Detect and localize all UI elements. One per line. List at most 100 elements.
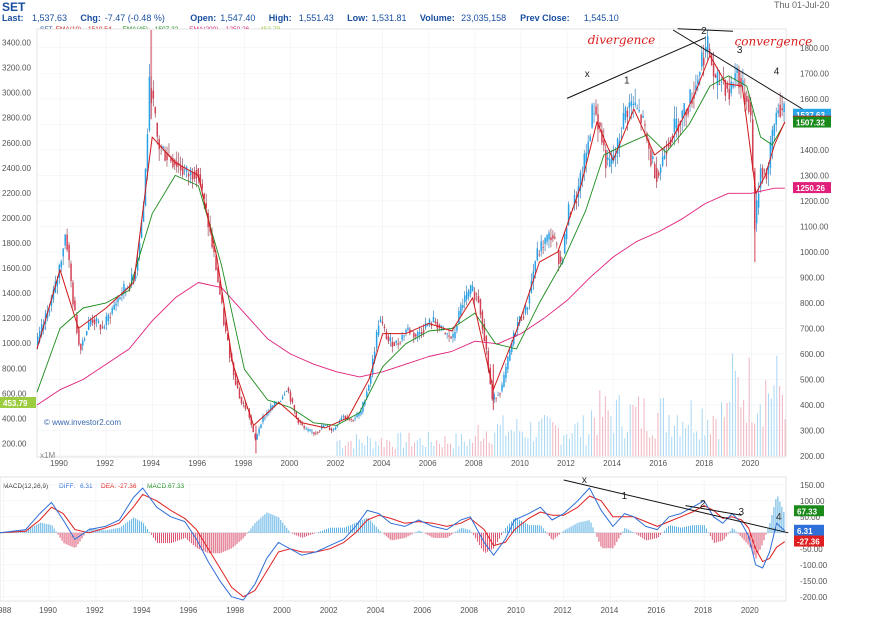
macd-hist-bar xyxy=(300,532,302,538)
macd-hist-bar xyxy=(682,527,683,533)
macd-hist-bar xyxy=(99,529,101,533)
volume-bar xyxy=(654,438,656,456)
macd-hist-bar xyxy=(501,532,502,536)
volume-bar xyxy=(668,415,670,456)
macd-hist-bar xyxy=(43,523,45,533)
macd-hist-bar xyxy=(35,524,37,533)
volume-bar xyxy=(743,399,745,456)
candle xyxy=(644,124,646,126)
macd-hist-bar xyxy=(550,532,552,539)
volume-bar xyxy=(538,421,540,456)
macd-annotation-label: 3 xyxy=(739,507,745,518)
macd-hist-bar xyxy=(514,517,516,533)
candle xyxy=(40,324,43,336)
macd-hist-bar xyxy=(491,532,493,550)
macd-badges: 67.33 6.31 -27.36 xyxy=(794,505,824,547)
volume-bar xyxy=(665,432,667,456)
macd-hist-bar xyxy=(186,532,188,540)
candle xyxy=(418,332,421,335)
candle xyxy=(752,119,754,171)
candle xyxy=(285,391,288,392)
candle xyxy=(716,71,719,86)
volume-bar xyxy=(737,377,739,456)
volume-bar xyxy=(491,443,493,456)
macd-hist-bar xyxy=(614,532,616,546)
volume-bar xyxy=(779,386,781,456)
volume-bar xyxy=(375,441,377,456)
candle xyxy=(68,244,70,261)
candle xyxy=(170,156,172,162)
ema10-line xyxy=(36,55,786,429)
volume-bar xyxy=(530,422,532,456)
macd-hist-bar xyxy=(260,517,262,533)
candle xyxy=(567,204,570,225)
price-candles xyxy=(37,30,785,454)
macd-panel xyxy=(0,476,787,602)
macd-hist-bar xyxy=(308,532,310,536)
macd-hist-bar xyxy=(153,532,155,538)
macd-hist-bar xyxy=(49,524,51,533)
macd-hist-bar xyxy=(109,529,111,533)
macd-hist-bar xyxy=(658,532,660,538)
macd-hist-bar xyxy=(509,523,510,533)
macd-x-tick-label: 2016 xyxy=(647,606,665,615)
volume-bar xyxy=(339,439,341,456)
candle xyxy=(74,300,76,311)
candle xyxy=(587,141,589,155)
macd-hist-bar xyxy=(717,532,719,542)
macd-hist-bar xyxy=(737,532,739,534)
macd-hist-bar xyxy=(326,529,327,533)
candle xyxy=(111,308,113,314)
candle xyxy=(37,336,39,347)
macd-hist-bar xyxy=(757,532,759,555)
macd-tick-label: -50.00 xyxy=(800,545,823,554)
candle xyxy=(550,237,552,241)
volume-bar xyxy=(422,444,424,456)
candle xyxy=(397,343,399,345)
candle xyxy=(158,139,160,149)
macd-hist-bar xyxy=(457,530,459,533)
macd-hist-bar xyxy=(783,511,785,533)
candle xyxy=(52,289,55,300)
candle xyxy=(315,432,317,434)
macd-hist-bar xyxy=(693,525,695,533)
quote-value: 1,551.43 xyxy=(299,13,334,23)
candle xyxy=(481,311,484,330)
macd-hist-bar xyxy=(739,532,741,536)
macd-badge-label: 67.33 xyxy=(797,507,818,516)
macd-hist-bar xyxy=(709,532,711,537)
macd-hist-bar xyxy=(604,532,606,549)
volume-bar xyxy=(660,398,662,456)
macd-hist-bar xyxy=(520,520,522,533)
macd-hist-bar xyxy=(157,532,158,544)
candle xyxy=(659,167,662,173)
candle xyxy=(583,154,586,173)
candle xyxy=(252,425,254,433)
macd-hist-bar xyxy=(513,519,514,533)
macd-hist-bar xyxy=(67,532,69,545)
candle xyxy=(681,110,683,119)
volume-bar xyxy=(577,422,579,456)
candle xyxy=(219,281,221,295)
candle xyxy=(622,113,625,130)
macd-hist-bar xyxy=(713,532,715,543)
candle xyxy=(475,293,478,295)
macd-hist-bar xyxy=(499,532,500,539)
annotation-label: 3 xyxy=(737,45,743,56)
macd-hist-bar xyxy=(612,532,614,549)
volume-bar xyxy=(781,394,783,456)
volume-bar xyxy=(447,443,449,456)
volume-bar xyxy=(671,436,673,456)
macd-hist-bar xyxy=(656,532,658,539)
candle xyxy=(479,299,482,315)
candle xyxy=(295,411,298,418)
candle xyxy=(509,349,511,361)
macd-hist-bar xyxy=(781,506,783,533)
macd-hist-bar xyxy=(570,526,572,533)
volume-bar xyxy=(566,434,568,456)
volume-bar xyxy=(336,441,338,456)
volume-bar xyxy=(657,412,659,456)
annotation-label: 1 xyxy=(624,76,630,87)
candle xyxy=(624,107,627,120)
macd-hist-bar xyxy=(29,528,31,533)
